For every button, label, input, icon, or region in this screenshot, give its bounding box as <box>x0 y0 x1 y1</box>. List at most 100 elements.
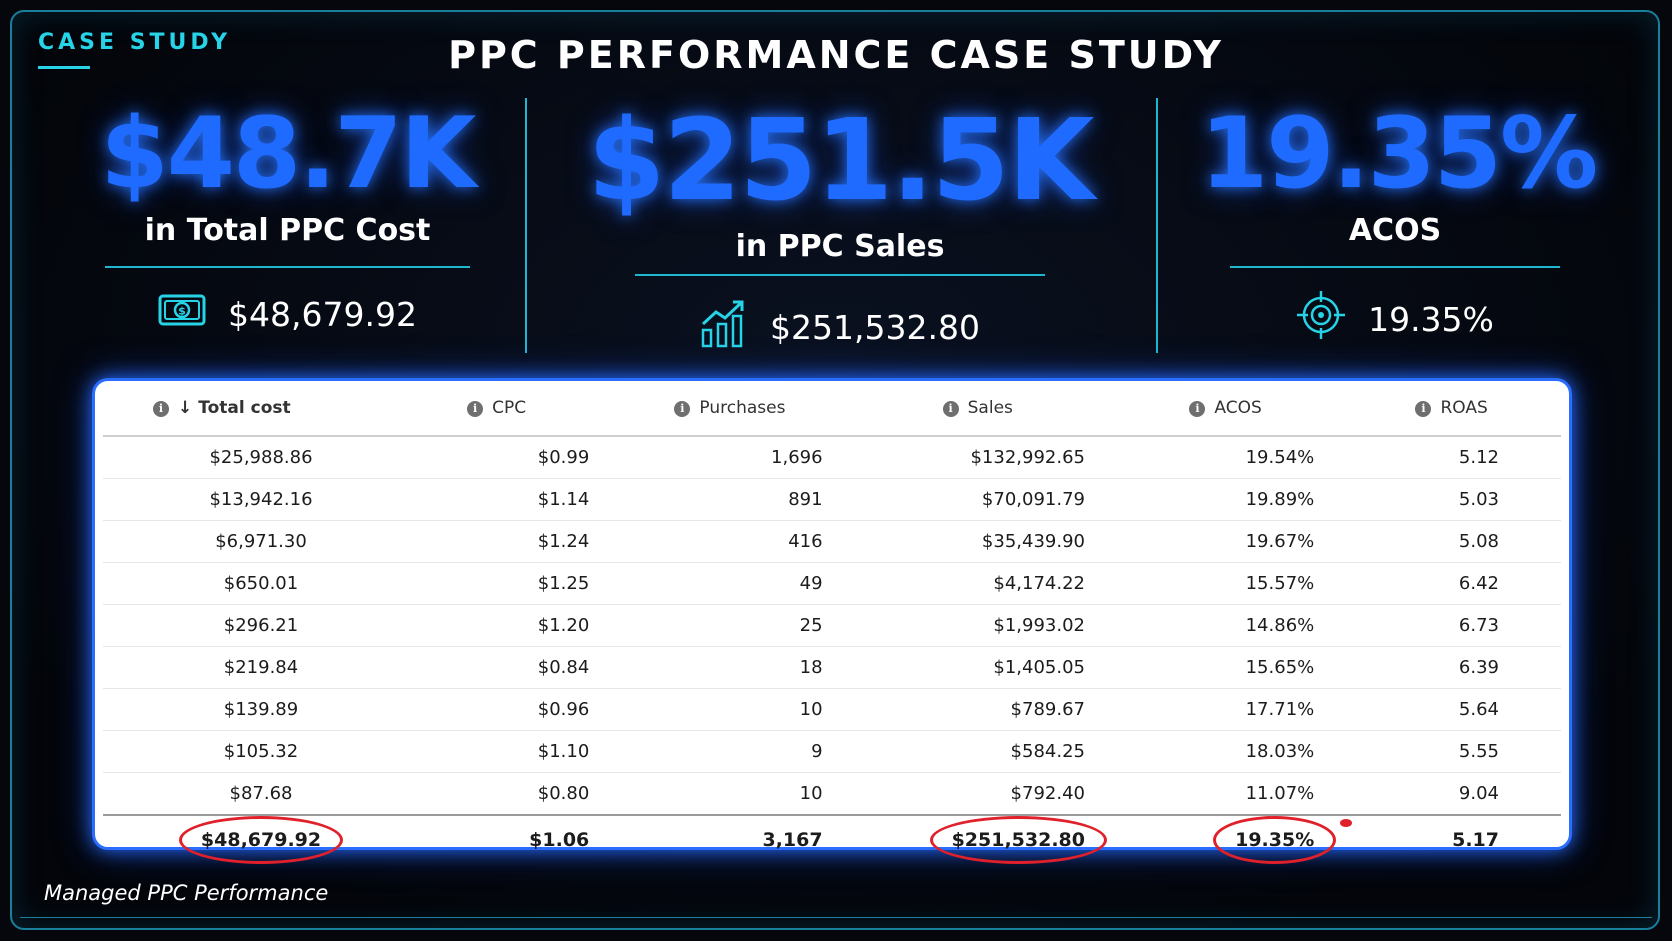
table-row: $219.84 $0.84 18 $1,405.05 15.65% 6.39 <box>103 646 1561 689</box>
cell-total-cost: $139.89 <box>103 688 381 731</box>
column-header-cpc[interactable]: i CPC <box>380 381 614 437</box>
cell-roas: 9.04 <box>1342 772 1561 816</box>
cell-cpc: $1.10 <box>380 730 614 773</box>
cell-cpc: $0.84 <box>380 646 614 689</box>
cell-purchases: 25 <box>613 604 847 647</box>
cell-sales: $35,439.90 <box>846 520 1109 563</box>
table-row: $13,942.16 $1.14 891 $70,091.79 19.89% 5… <box>103 478 1561 521</box>
footer-rule <box>20 917 1652 918</box>
cell-purchases: 10 <box>613 772 847 816</box>
cell-roas: 5.08 <box>1342 520 1561 563</box>
cell-roas: 6.42 <box>1342 562 1561 605</box>
total-roas: 5.17 <box>1342 814 1561 864</box>
cell-roas: 5.12 <box>1342 436 1561 479</box>
cell-roas: 6.39 <box>1342 646 1561 689</box>
cell-acos: 15.57% <box>1108 562 1343 605</box>
performance-table: i ↓ Total cost i CPC i Purchases i Sales i ACO… <box>103 381 1561 864</box>
cell-acos: 14.86% <box>1108 604 1343 647</box>
case-study-underline <box>38 66 90 69</box>
cell-total-cost: $650.01 <box>103 562 381 605</box>
kpi-ppc-sales-label: in PPC Sales <box>735 229 945 264</box>
cell-sales: $792.40 <box>846 772 1109 816</box>
total-total-cost: $48,679.92 <box>103 814 381 864</box>
cell-total-cost: $296.21 <box>103 604 381 647</box>
cell-roas: 5.55 <box>1342 730 1561 773</box>
kpi-divider-2 <box>1156 98 1158 353</box>
total-purchases: 3,167 <box>613 814 847 864</box>
kpi-total-cost-rule <box>105 266 470 268</box>
cell-purchases: 416 <box>613 520 847 563</box>
sort-down-arrow-icon: ↓ <box>178 398 193 418</box>
kpi-acos-value-row: 19.35% <box>1200 290 1590 348</box>
table-row: $87.68 $0.80 10 $792.40 11.07% 9.04 <box>103 772 1561 816</box>
highlight-circle-acos: 19.35% <box>1213 816 1337 864</box>
total-acos: 19.35% <box>1108 814 1343 864</box>
column-header-roas[interactable]: i ROAS <box>1342 381 1561 437</box>
kpi-total-cost-big: $48.7K <box>100 97 477 211</box>
kpi-acos-label: ACOS <box>1348 213 1442 248</box>
cell-roas: 6.73 <box>1342 604 1561 647</box>
cell-purchases: 891 <box>613 478 847 521</box>
cell-cpc: $0.99 <box>380 436 614 479</box>
svg-text:$: $ <box>178 305 186 318</box>
total-cpc: $1.06 <box>380 814 614 864</box>
info-icon[interactable]: i <box>1189 401 1206 417</box>
cell-acos: 19.89% <box>1108 478 1343 521</box>
cell-sales: $4,174.22 <box>846 562 1109 605</box>
table-row: $139.89 $0.96 10 $789.67 17.71% 5.64 <box>103 688 1561 731</box>
cell-acos: 19.67% <box>1108 520 1343 563</box>
cell-purchases: 18 <box>613 646 847 689</box>
kpi-ppc-sales-value: $251,532.80 <box>770 307 980 347</box>
table-total-row: $48,679.92 $1.06 3,167 $251,532.80 19.35… <box>103 814 1561 864</box>
cell-acos: 19.54% <box>1108 436 1343 479</box>
column-header-acos[interactable]: i ACOS <box>1108 381 1343 437</box>
kpi-acos: 19.35% ACOS 19.35% <box>1200 97 1598 348</box>
page-title: PPC PERFORMANCE CASE STUDY <box>448 33 1224 77</box>
cell-sales: $1,405.05 <box>846 646 1109 689</box>
info-icon[interactable]: i <box>153 401 169 417</box>
cell-sales: $789.67 <box>846 688 1109 731</box>
kpi-divider-1 <box>525 98 527 353</box>
info-icon[interactable]: i <box>942 401 959 417</box>
kpi-ppc-sales-value-row: $251,532.80 <box>580 298 1100 356</box>
kpi-total-cost: $48.7K in Total PPC Cost $ $48,679.92 <box>95 105 480 338</box>
info-icon[interactable]: i <box>674 401 691 417</box>
cell-total-cost: $219.84 <box>103 646 381 689</box>
column-header-purchases[interactable]: i Purchases <box>613 381 847 437</box>
cell-sales: $1,993.02 <box>846 604 1109 647</box>
cell-acos: 17.71% <box>1108 688 1343 731</box>
info-icon[interactable]: i <box>1415 401 1432 417</box>
cell-sales: $132,992.65 <box>846 436 1109 479</box>
kpi-acos-big: 19.35% <box>1200 97 1598 211</box>
cell-cpc: $0.96 <box>380 688 614 731</box>
cell-total-cost: $25,988.86 <box>103 436 381 479</box>
cell-purchases: 10 <box>613 688 847 731</box>
highlight-circle-sales: $251,532.80 <box>929 816 1108 864</box>
cell-total-cost: $105.32 <box>103 730 381 773</box>
cell-cpc: $1.24 <box>380 520 614 563</box>
growth-chart-icon <box>700 298 748 356</box>
performance-table-panel: i ↓ Total cost i CPC i Purchases i Sales i ACO… <box>92 378 1572 864</box>
table-header-row: i ↓ Total cost i CPC i Purchases i Sales i ACO… <box>103 381 1561 437</box>
kpi-total-cost-value: $48,679.92 <box>228 294 417 334</box>
red-annotation-dot <box>1340 819 1352 827</box>
column-header-total-cost[interactable]: i ↓ Total cost <box>103 381 381 437</box>
case-study-tag: CASE STUDY <box>38 30 232 55</box>
cell-acos: 15.65% <box>1108 646 1343 689</box>
cell-purchases: 9 <box>613 730 847 773</box>
footer-caption: Managed PPC Performance <box>44 881 329 905</box>
cell-cpc: $0.80 <box>380 772 614 816</box>
cell-roas: 5.03 <box>1342 478 1561 521</box>
cell-cpc: $1.20 <box>380 604 614 647</box>
table-row: $25,988.86 $0.99 1,696 $132,992.65 19.54… <box>103 436 1561 479</box>
column-header-sales[interactable]: i Sales <box>846 381 1109 437</box>
kpi-total-cost-label: in Total PPC Cost <box>144 213 431 248</box>
table-row: $105.32 $1.10 9 $584.25 18.03% 5.55 <box>103 730 1561 773</box>
kpi-ppc-sales: $251.5K in PPC Sales $251,532.80 <box>580 105 1100 356</box>
cell-sales: $70,091.79 <box>846 478 1109 521</box>
info-icon[interactable]: i <box>467 401 484 417</box>
table-row: $296.21 $1.20 25 $1,993.02 14.86% 6.73 <box>103 604 1561 647</box>
cell-roas: 5.64 <box>1342 688 1561 731</box>
cell-cpc: $1.14 <box>380 478 614 521</box>
highlight-circle-total-cost: $48,679.92 <box>178 816 344 864</box>
